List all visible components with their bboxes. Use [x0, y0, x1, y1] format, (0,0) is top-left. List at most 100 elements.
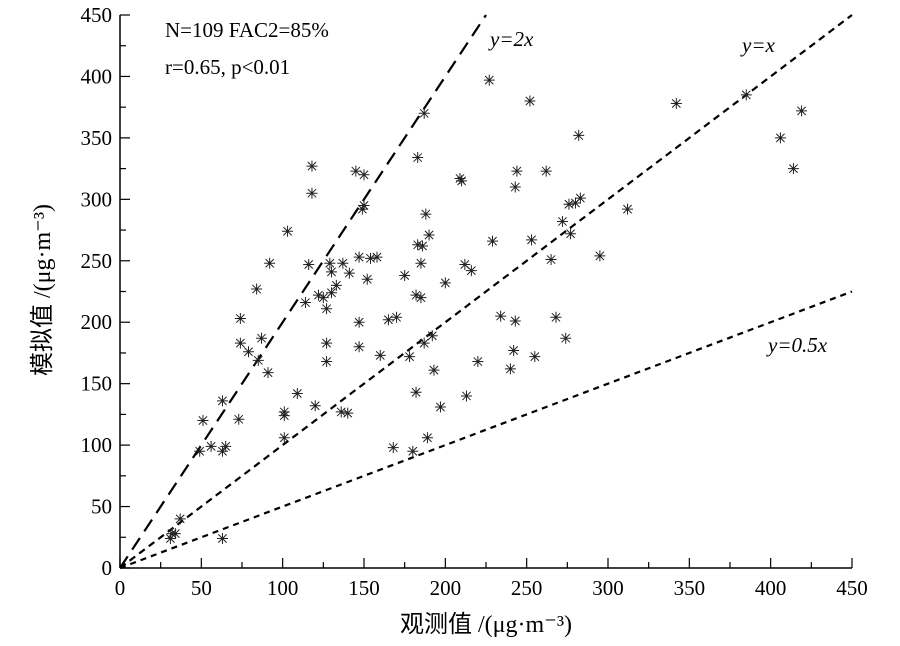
data-point: [321, 356, 333, 368]
data-point: [556, 215, 568, 227]
data-point: [426, 330, 438, 342]
data-point: [412, 239, 424, 251]
y-tick-label: 100: [81, 433, 113, 457]
x-tick-label: 450: [836, 576, 868, 600]
data-point: [550, 311, 562, 323]
data-point: [529, 351, 541, 363]
x-tick-label: 400: [755, 576, 787, 600]
data-point: [337, 257, 349, 269]
y-tick-label: 250: [81, 249, 113, 273]
data-point: [412, 152, 424, 164]
data-point: [282, 225, 294, 237]
data-point: [460, 390, 472, 402]
data-point: [565, 228, 577, 240]
y-tick-label: 200: [81, 310, 113, 334]
data-point: [740, 89, 752, 101]
data-point: [353, 251, 365, 263]
data-point: [312, 289, 324, 301]
data-point: [509, 181, 521, 193]
data-point: [233, 413, 245, 425]
reference-line: [119, 14, 487, 569]
data-point: [622, 203, 634, 215]
reference-line: [119, 14, 853, 569]
data-point: [454, 172, 466, 184]
data-point: [417, 240, 429, 252]
data-point: [303, 258, 315, 270]
data-point: [418, 107, 430, 119]
y-axis-label: 模拟值 /(μg·m⁻³): [29, 204, 56, 376]
data-point: [194, 445, 206, 457]
y-tick-label: 50: [91, 495, 112, 519]
data-point: [361, 273, 373, 285]
data-point: [243, 346, 255, 358]
data-point: [291, 387, 303, 399]
data-point: [524, 95, 536, 107]
data-point: [428, 364, 440, 376]
data-point: [262, 367, 274, 379]
annotation-n-fac2: N=109 FAC2=85%: [165, 18, 329, 42]
data-point: [487, 235, 499, 247]
data-point: [508, 344, 520, 356]
label-y-x: y=x: [740, 33, 775, 57]
data-point: [264, 257, 276, 269]
data-point: [356, 203, 368, 215]
data-point: [216, 395, 228, 407]
x-tick-label: 100: [267, 576, 299, 600]
data-point: [197, 415, 209, 427]
y-tick-label: 150: [81, 372, 113, 396]
data-point: [252, 354, 264, 366]
data-point: [421, 432, 433, 444]
data-point: [358, 169, 370, 181]
data-point: [169, 528, 181, 540]
data-point: [306, 187, 318, 199]
data-point: [545, 254, 557, 266]
x-tick-label: 0: [115, 576, 126, 600]
data-point: [573, 129, 585, 141]
x-tick-label: 150: [348, 576, 380, 600]
data-point: [278, 410, 290, 422]
data-point: [321, 337, 333, 349]
data-point: [456, 175, 468, 187]
y-tick-label: 350: [81, 126, 113, 150]
data-point: [796, 105, 808, 117]
data-point: [374, 349, 386, 361]
x-tick-label: 300: [592, 576, 624, 600]
data-point: [365, 252, 377, 264]
y-tick-label: 400: [81, 64, 113, 88]
data-point: [787, 163, 799, 175]
data-point: [321, 303, 333, 315]
data-point: [495, 310, 507, 322]
data-point: [574, 192, 586, 204]
label-y-2x: y=2x: [488, 27, 534, 51]
data-point: [335, 406, 347, 418]
data-point: [216, 533, 228, 545]
data-point: [350, 165, 362, 177]
data-point: [324, 257, 336, 269]
data-point: [594, 250, 606, 262]
data-point: [415, 257, 427, 269]
data-point: [164, 533, 176, 545]
data-point: [420, 208, 432, 220]
data-point: [407, 445, 419, 457]
data-point: [220, 440, 232, 452]
data-point: [317, 292, 329, 304]
data-point: [504, 363, 516, 375]
data-point: [330, 279, 342, 291]
data-point: [251, 283, 263, 295]
x-tick-label: 250: [511, 576, 543, 600]
data-point: [410, 386, 422, 398]
data-point: [234, 313, 246, 325]
x-tick-label: 200: [430, 576, 462, 600]
data-point: [569, 197, 581, 209]
data-point: [560, 332, 572, 344]
data-point: [404, 351, 416, 363]
data-point: [342, 407, 354, 419]
data-point: [434, 401, 446, 413]
data-point: [343, 267, 355, 279]
data-point: [205, 440, 217, 452]
data-point: [174, 513, 186, 525]
annotation-r-p: r=0.65, p<0.01: [165, 55, 290, 79]
data-point: [325, 266, 337, 278]
data-point: [415, 292, 427, 304]
data-point: [472, 356, 484, 368]
